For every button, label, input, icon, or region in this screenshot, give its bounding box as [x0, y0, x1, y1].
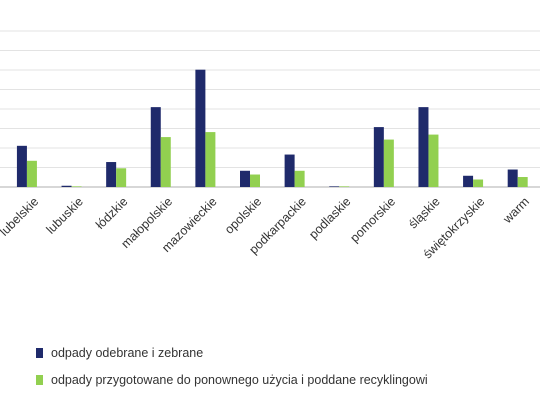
bar-collected	[240, 170, 250, 187]
bar-recycled	[428, 134, 439, 187]
x-tick-label: lubelskie	[0, 194, 41, 238]
bar-collected	[195, 69, 206, 187]
legend-swatch-recycled	[36, 375, 43, 385]
bar-collected	[463, 175, 474, 187]
plot-area: rskielubelskielubuskiełódzkiemałopolskie…	[0, 30, 540, 261]
legend-swatch-collected	[36, 348, 43, 358]
x-tick-label: lubuskie	[44, 194, 86, 236]
x-tick-label: pomorskie	[348, 194, 399, 245]
bar-recycled	[160, 137, 171, 187]
x-tick-label: warm	[500, 194, 532, 226]
legend-item-recycled: odpady przygotowane do ponownego użycia …	[36, 371, 428, 389]
bar-recycled	[26, 160, 37, 187]
bar-recycled	[205, 132, 216, 187]
legend-item-collected: odpady odebrane i zebrane	[36, 344, 428, 362]
bar-collected	[16, 145, 27, 187]
legend: odpady odebrane i zebrane odpady przygot…	[36, 344, 428, 398]
bar-recycled	[517, 177, 528, 187]
bar-recycled	[473, 179, 484, 187]
bar-recycled	[116, 168, 127, 187]
bar-collected	[418, 107, 429, 187]
bar-collected	[150, 107, 161, 187]
bar-collected	[106, 162, 117, 187]
bar-collected	[373, 127, 384, 187]
bar-recycled	[339, 186, 350, 187]
x-tick-label: śląskie	[406, 194, 443, 231]
bar-recycled	[250, 174, 260, 187]
legend-label-collected: odpady odebrane i zebrane	[51, 346, 204, 360]
x-tick-label: łódzkie	[93, 194, 130, 231]
bar-collected	[507, 169, 518, 187]
bar-recycled	[294, 170, 305, 187]
bar-collected	[329, 186, 340, 187]
bar-recycled	[383, 139, 394, 187]
bar-collected	[61, 185, 72, 187]
x-tick-label: podlaskie	[306, 194, 353, 241]
legend-label-recycled: odpady przygotowane do ponownego użycia …	[51, 373, 428, 387]
bar-collected	[284, 154, 295, 187]
x-tick-label: opolskie	[222, 194, 264, 236]
bar-recycled	[71, 186, 82, 187]
